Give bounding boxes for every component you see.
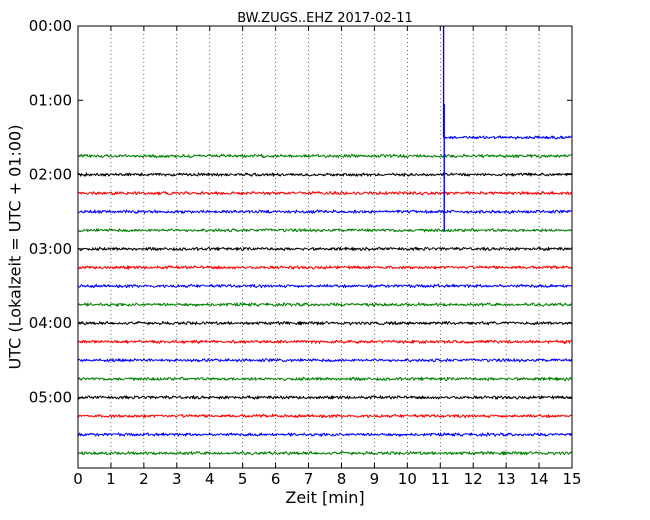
y-tick-label: 04:00: [29, 314, 72, 332]
x-tick-label: 10: [398, 470, 417, 488]
trace-line: [77, 376, 572, 382]
trace-line: [77, 450, 572, 456]
x-tick-label: 0: [73, 470, 83, 488]
x-tick-label: 6: [271, 470, 281, 488]
x-tick-label: 14: [530, 470, 549, 488]
trace-line: [77, 228, 572, 233]
y-tick-label: 05:00: [29, 388, 72, 406]
trace-line: [77, 432, 572, 437]
trace-line: [77, 246, 572, 252]
y-tick-label: 01:00: [29, 91, 72, 109]
x-tick-label: 15: [562, 470, 581, 488]
trace-line: [77, 283, 572, 289]
trace-line: [77, 413, 572, 419]
trace-line: [77, 265, 572, 270]
x-tick-label: 3: [172, 470, 182, 488]
trace-line: [77, 209, 572, 214]
trace-line: [77, 172, 572, 177]
x-tick-label: 8: [337, 470, 347, 488]
y-tick-label: 03:00: [29, 240, 72, 258]
x-tick-label: 4: [205, 470, 215, 488]
x-tick-label: 2: [139, 470, 149, 488]
plot-background: [78, 26, 572, 468]
trace-line: [77, 190, 572, 196]
x-tick-label: 11: [431, 470, 450, 488]
plot-area: [78, 26, 572, 468]
axes: 0 1 2 3 4 5 6 7 8 9 10 11 12 13 14 1500:0001:0002:0003:…: [29, 17, 582, 488]
x-tick-label: 12: [464, 470, 483, 488]
y-tick-label: 02:00: [29, 166, 72, 184]
plot-frame: [77, 25, 573, 469]
grid: [110, 26, 540, 468]
chart-title: BW.ZUGS..EHZ 2017-02-11: [237, 11, 413, 26]
x-tick-label: 5: [238, 470, 248, 488]
x-tick-label: 9: [370, 470, 380, 488]
trace-line: [443, 135, 573, 140]
y-axis-label: UTC (Lokalzeit = UTC + 01:00): [6, 125, 25, 370]
x-axis-label: Zeit [min]: [285, 488, 364, 507]
trace-line: [77, 320, 572, 326]
x-tick-label: 1: [106, 470, 116, 488]
trace-line: [77, 395, 572, 400]
x-tick-label: 13: [497, 470, 516, 488]
x-tick-label: 7: [304, 470, 314, 488]
trace-line: [77, 302, 572, 307]
traces: [77, 26, 573, 456]
trace-line: [77, 358, 572, 363]
trace-line: [77, 339, 572, 344]
y-tick-label: 00:00: [29, 17, 72, 35]
trace-line: [77, 153, 572, 159]
